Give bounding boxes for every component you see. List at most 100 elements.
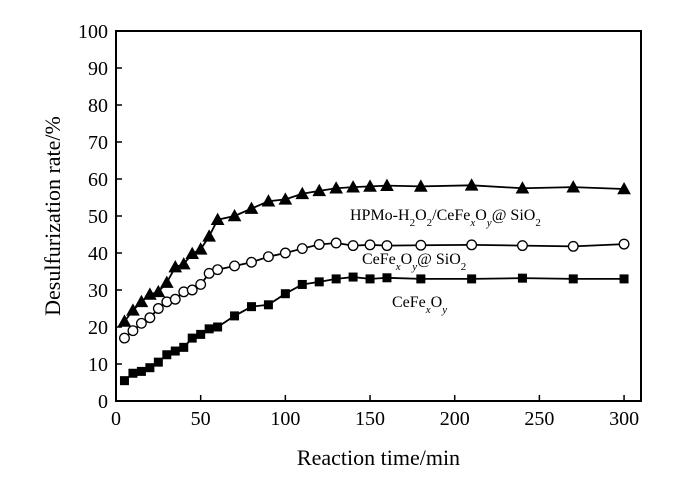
triangle-marker — [244, 201, 259, 214]
square-marker — [196, 329, 206, 339]
square-marker — [365, 274, 375, 284]
square-marker — [263, 300, 273, 310]
triangle-marker — [126, 303, 140, 316]
circle-marker — [313, 239, 325, 250]
circle-marker — [262, 251, 274, 263]
triangle-marker — [176, 257, 191, 270]
circle-marker — [229, 260, 240, 272]
series-line — [123, 276, 625, 382]
x-tick-label: 100 — [270, 408, 300, 430]
y-tick-label: 40 — [88, 243, 108, 265]
x-tick-label: 50 — [191, 408, 211, 430]
square-marker — [467, 274, 477, 284]
y-tick-label: 30 — [88, 280, 108, 302]
triangle-marker — [617, 181, 631, 195]
circle-marker — [152, 303, 164, 314]
circle-marker — [246, 256, 257, 268]
triangle-marker — [227, 208, 242, 222]
square-marker — [230, 311, 240, 321]
triangle-marker — [515, 181, 530, 194]
y-tick-label: 60 — [88, 169, 108, 191]
square-marker — [382, 273, 392, 283]
triangle-marker — [464, 178, 479, 191]
square-marker — [568, 274, 578, 284]
triangle-marker — [193, 242, 208, 255]
series-2 — [119, 272, 629, 386]
square-marker — [153, 357, 163, 367]
triangle-marker — [329, 181, 344, 194]
square-marker — [280, 289, 290, 299]
square-marker — [331, 274, 341, 284]
triangle-marker — [278, 192, 293, 205]
series-label: CeFexOy — [392, 294, 447, 316]
triangle-marker — [413, 179, 428, 192]
y-tick-label: 50 — [88, 206, 108, 228]
circle-marker — [135, 317, 147, 329]
square-marker — [179, 342, 189, 352]
square-marker — [187, 333, 197, 343]
circle-marker — [127, 325, 139, 337]
square-marker — [204, 324, 214, 334]
square-marker — [162, 350, 172, 360]
square-marker — [517, 273, 527, 283]
series-label: CeFexOy@ SiO2 — [362, 251, 466, 273]
circle-marker — [517, 240, 528, 252]
triangle-marker — [295, 186, 310, 200]
square-marker — [213, 322, 223, 332]
square-marker — [314, 277, 324, 287]
triangle-marker — [261, 194, 276, 207]
square-marker — [416, 274, 426, 284]
triangle-marker — [346, 180, 360, 193]
y-tick-label: 0 — [98, 391, 108, 413]
y-tick-label: 80 — [88, 95, 108, 117]
circle-marker — [330, 237, 342, 249]
y-tick-label: 20 — [88, 317, 108, 339]
circle-marker — [144, 312, 156, 324]
square-marker — [136, 366, 146, 376]
y-tick-label: 100 — [78, 21, 108, 43]
series-1 — [119, 237, 630, 344]
circle-marker — [347, 240, 359, 252]
square-marker — [119, 376, 129, 386]
square-marker — [145, 363, 155, 373]
triangle-marker — [202, 229, 216, 242]
y-tick-label: 70 — [88, 132, 108, 154]
circle-marker — [195, 279, 207, 290]
triangle-marker — [151, 284, 166, 298]
square-marker — [170, 346, 180, 356]
x-tick-label: 300 — [609, 408, 639, 430]
triangle-marker — [117, 314, 132, 327]
triangle-marker — [210, 212, 225, 225]
y-axis-title: Desulfurization rate/% — [40, 116, 65, 316]
circle-marker — [381, 240, 393, 252]
square-marker — [246, 302, 256, 312]
circle-marker — [279, 247, 291, 259]
square-marker — [348, 272, 358, 282]
x-tick-label: 150 — [355, 408, 385, 430]
circle-marker — [364, 239, 376, 251]
circle-marker — [415, 239, 427, 251]
y-tick-label: 10 — [88, 354, 108, 376]
series-0 — [117, 178, 631, 327]
y-tick-label: 90 — [88, 58, 108, 80]
x-tick-label: 200 — [440, 408, 470, 430]
circle-marker — [618, 238, 630, 250]
x-tick-label: 250 — [524, 408, 554, 430]
square-marker — [128, 368, 138, 378]
triangle-marker — [363, 179, 377, 192]
triangle-marker — [566, 180, 581, 193]
x-tick-label: 0 — [111, 408, 121, 430]
triangle-marker — [159, 275, 174, 288]
circle-marker — [296, 243, 308, 255]
square-marker — [297, 279, 307, 289]
circle-marker — [212, 264, 224, 276]
circle-marker — [119, 332, 130, 344]
triangle-marker — [380, 178, 394, 191]
triangle-marker — [134, 294, 149, 308]
circle-marker — [186, 284, 198, 296]
circle-marker — [567, 240, 579, 252]
triangle-marker — [312, 183, 327, 197]
square-marker — [619, 274, 629, 284]
circle-marker — [169, 293, 181, 305]
